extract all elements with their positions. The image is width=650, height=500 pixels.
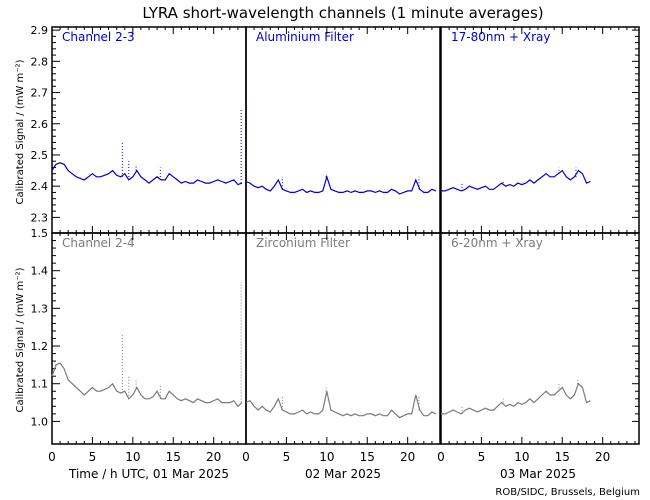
- x-tick-label: 10: [514, 450, 529, 464]
- plot-area: 2.3 2.4 2.5 2.6 2.7 2.8 2.9 Channel 2-3 Aluminiu…: [31, 24, 640, 481]
- y-axis-label-bottom: Calibrated Signal / (mW m⁻²): [15, 267, 26, 412]
- x-tick-label: 15: [166, 450, 181, 464]
- y-tick-label: 2.8: [31, 55, 49, 68]
- panel-frame: [245, 26, 441, 234]
- panel-label: Channel 2-3: [62, 30, 135, 44]
- chart-title: LYRA short-wavelength channels (1 minute…: [142, 4, 543, 22]
- panel-frame: [440, 26, 640, 234]
- x-tick-label: 10: [125, 450, 140, 464]
- x-tick-label: 5: [283, 450, 291, 464]
- panel-label: Channel 2-4: [62, 236, 135, 250]
- panel-label: 17-80nm + Xray: [451, 30, 550, 44]
- y-tick-label: 2.7: [31, 87, 49, 100]
- x-tick-label: 15: [360, 450, 375, 464]
- series-line: [51, 362, 243, 408]
- x-tick-label: 20: [595, 450, 610, 464]
- y-tick-label: 1.0: [31, 415, 49, 428]
- credit-text: ROB/SIDC, Brussels, Belgium: [495, 487, 640, 498]
- series-line: [245, 174, 437, 195]
- panel-frame: [440, 232, 640, 445]
- y-tick-label: 2.6: [31, 118, 49, 131]
- x-tick-label: 5: [478, 450, 486, 464]
- day-label: 02 Mar 2025: [305, 467, 381, 481]
- panel-label: 6-20nm + Xray: [451, 236, 543, 250]
- y-tick-label: 1.1: [31, 378, 49, 391]
- x-tick-label: 15: [555, 450, 570, 464]
- x-tick-label: 20: [206, 450, 221, 464]
- x-tick-label: 10: [319, 450, 334, 464]
- panel-frame: [51, 232, 247, 445]
- y-tick-label: 2.3: [31, 211, 49, 224]
- x-tick-label: 0: [48, 450, 56, 464]
- y-tick-label: 2.5: [31, 149, 49, 162]
- day-label: 03 Mar 2025: [500, 467, 576, 481]
- y-tick-label: 1.2: [31, 340, 49, 353]
- y-tick-label: 1.5: [31, 227, 49, 240]
- y-tick-label: 2.4: [31, 180, 49, 193]
- series-line: [441, 169, 591, 192]
- panel-label: Zirconium Filter: [256, 236, 350, 250]
- panel-label: Aluminium Filter: [256, 30, 354, 44]
- x-tick-label: 5: [89, 450, 97, 464]
- y-tick-label: 1.3: [31, 302, 49, 315]
- series-line: [245, 391, 437, 419]
- series-line: [51, 162, 243, 186]
- series-line: [441, 382, 591, 415]
- x-tick-label: 20: [400, 450, 415, 464]
- x-tick-label: 0: [437, 450, 445, 464]
- day-label: Time / h UTC, 01 Mar 2025: [68, 467, 229, 481]
- y-tick-label: 2.9: [31, 24, 49, 37]
- y-axis-label-top: Calibrated Signal / (mW m⁻²): [15, 59, 26, 204]
- panel-frame: [245, 232, 441, 445]
- y-tick-label: 1.4: [31, 265, 49, 278]
- x-tick-label: 0: [242, 450, 250, 464]
- panel-frame: [51, 26, 247, 234]
